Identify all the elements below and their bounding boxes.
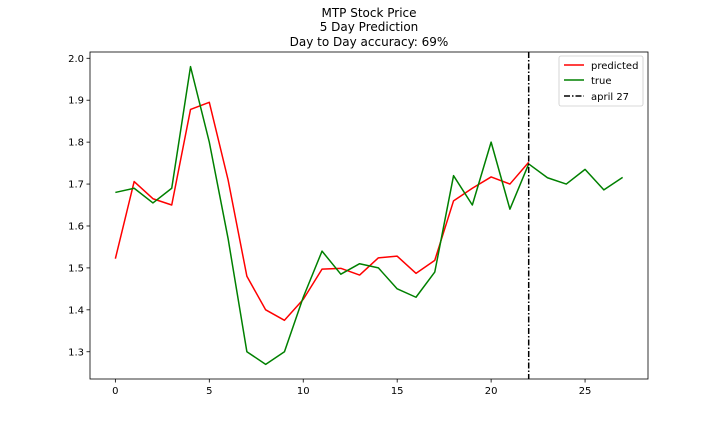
x-tick-label: 25 xyxy=(579,386,592,397)
series-line-predicted xyxy=(114,101,530,322)
chart-title-line-2: 5 Day Prediction xyxy=(320,20,419,34)
chart-title-block: MTP Stock Price 5 Day Prediction Day to … xyxy=(290,6,449,49)
y-tick-label: 1.3 xyxy=(68,347,84,358)
chart-title-line-1: MTP Stock Price xyxy=(321,6,416,20)
legend-label-predicted: predicted xyxy=(591,61,638,72)
x-tick-label: 15 xyxy=(391,386,404,397)
series-line-true xyxy=(115,65,624,366)
legend: predicted true april 27 xyxy=(558,55,644,107)
legend-label-april-27: april 27 xyxy=(591,92,629,103)
y-tick-label: 1.7 xyxy=(68,180,84,191)
x-tick-label: 0 xyxy=(112,386,118,397)
x-tick-label: 20 xyxy=(485,386,498,397)
x-tick-label: 5 xyxy=(206,386,212,397)
plot-frame xyxy=(89,51,649,380)
legend-frame xyxy=(558,55,644,107)
x-tick-label: 10 xyxy=(297,386,310,397)
y-tick-label: 1.4 xyxy=(68,305,84,316)
y-tick-label: 1.8 xyxy=(68,138,84,149)
y-tick-label: 1.6 xyxy=(68,221,84,232)
axis-ticks: 0 5 10 15 20 25 1.3 1.4 1.5 1.6 1.7 1.8 1.9 2.0 xyxy=(68,54,591,397)
chart-title-line-3: Day to Day accuracy: 69% xyxy=(290,35,449,49)
y-tick-label: 1.5 xyxy=(68,263,84,274)
legend-label-true: true xyxy=(591,76,612,87)
plot-lines xyxy=(114,52,624,379)
y-tick-label: 2.0 xyxy=(68,54,84,65)
y-tick-label: 1.9 xyxy=(68,96,84,107)
